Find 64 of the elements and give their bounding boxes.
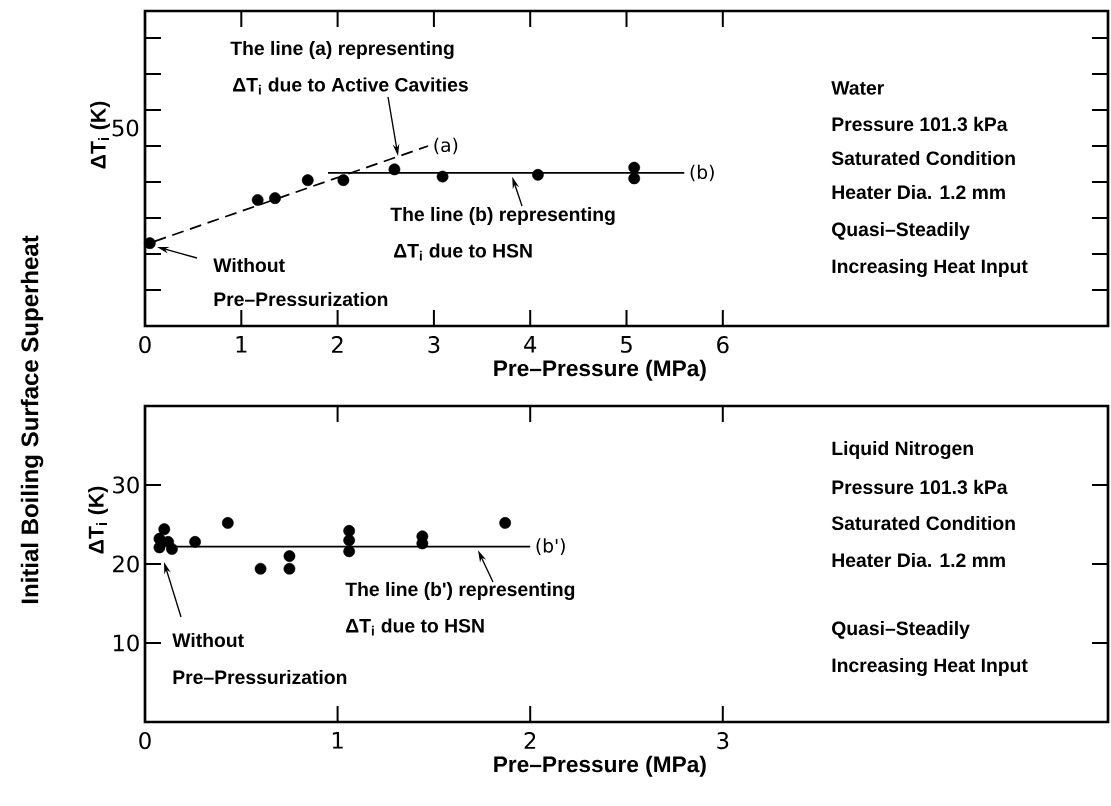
y-tick-label: 10 <box>113 634 139 652</box>
y-tick-label: 20 <box>113 555 139 573</box>
annotation: Pressure 101.3 kPa <box>832 479 1008 495</box>
point <box>388 163 401 176</box>
x-tick-label: 3 <box>428 336 440 354</box>
annotation: Increasing Heat Input <box>832 657 1028 677</box>
point <box>343 534 356 547</box>
x-tick-label: 1 <box>332 732 343 749</box>
series-label: (b') <box>536 538 565 555</box>
y-tick-label: 30 <box>113 476 139 494</box>
x-tick-label: 1 <box>236 336 247 353</box>
point <box>189 536 201 548</box>
annotation: Quasi–Steadily <box>832 221 970 240</box>
annotation: Saturated Condition <box>831 150 1015 166</box>
annotation: Heater Dia. 1.2 mm <box>832 552 1005 568</box>
text: Pressure 101.3 kPa <box>832 116 1008 132</box>
point <box>301 174 314 187</box>
x-tick-label: 3 <box>717 732 729 750</box>
x-tick-label: 2 <box>524 732 536 749</box>
series-label: (b) <box>690 164 714 182</box>
point <box>254 562 267 575</box>
point <box>343 545 356 558</box>
x-tick-label: 4 <box>524 336 537 353</box>
annotation: Heater Dia. 1.2 mm <box>832 184 1005 200</box>
point <box>166 543 178 555</box>
text: Initial Boiling Surface Superheat <box>20 235 44 604</box>
point <box>251 194 264 206</box>
x-tick-label: 6 <box>717 336 729 354</box>
annotation: The line (b) representing <box>390 206 615 226</box>
point <box>269 192 281 205</box>
x-tick-label: 2 <box>332 336 343 353</box>
x-axis-title: Pre–Pressure (MPa) <box>494 359 706 381</box>
point <box>532 168 544 181</box>
annotation: Without <box>213 257 285 273</box>
annotation: Saturated Condition <box>831 515 1015 531</box>
y-axis-title: ΔT$_{i}$ (K) <box>88 486 108 554</box>
annotation: Increasing Heat Input <box>832 258 1028 278</box>
x-tick-label: 0 <box>139 336 151 354</box>
text: ΔT$_{i}$ due to Active Cavities <box>233 77 468 95</box>
legend-label: (a) <box>434 137 458 155</box>
point <box>158 523 171 536</box>
point <box>499 517 512 529</box>
x-tick-label: 5 <box>621 336 632 353</box>
point <box>283 550 296 562</box>
annotation: ΔT$_{i}$ due to HSN <box>394 243 532 261</box>
y-axis-title: ΔT$_{i}$ (K) <box>90 101 110 169</box>
point <box>283 562 296 575</box>
point <box>337 174 350 187</box>
x-axis-title: Pre–Pressure (MPa) <box>494 755 706 777</box>
text: 50 <box>112 119 139 137</box>
text: The line (a) representing <box>230 40 454 60</box>
annotation: ΔT$_{i}$ due to HSN <box>346 618 484 636</box>
annotation: Quasi–Steadily <box>832 620 970 639</box>
text: Water <box>831 81 884 95</box>
annotation: The line (b') representing <box>345 581 575 601</box>
annotation: Pre–Pressurization <box>214 291 388 307</box>
annotation: Without <box>172 632 244 648</box>
annotation: Pre–Pressurization <box>173 669 347 685</box>
annotation: Liquid Nitrogen <box>832 440 973 460</box>
point <box>221 517 234 529</box>
point <box>436 170 449 183</box>
point <box>143 237 156 250</box>
point <box>628 172 641 185</box>
x-tick-label: 0 <box>139 732 151 750</box>
